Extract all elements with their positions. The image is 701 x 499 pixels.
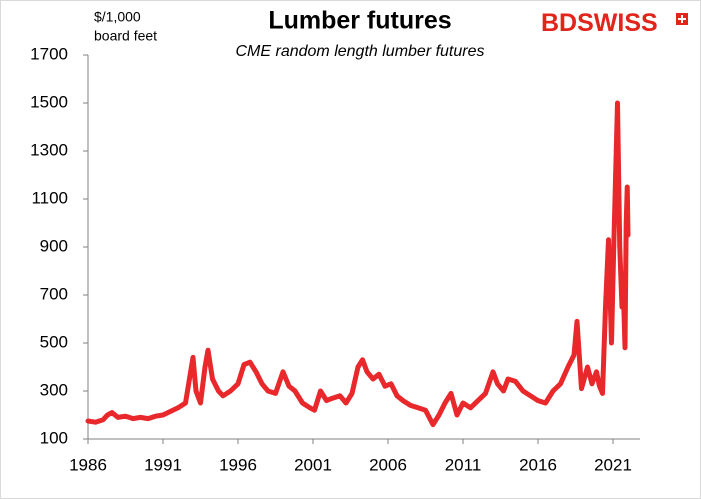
y-tick-label: 1300 [30,140,68,159]
y-tick-label: 300 [40,380,68,399]
y-tick-label: 900 [40,236,68,255]
x-tick-label: 1986 [69,455,107,474]
y-tick-label: 700 [40,284,68,303]
x-tick-label: 2021 [594,455,632,474]
data-line [85,100,631,428]
x-tick-label: 2011 [445,455,482,474]
y-tick-label: 1100 [31,188,68,207]
chart-subtitle: CME random length lumber futures [236,43,485,60]
x-tick-label: 1991 [144,455,182,474]
y-axis-label: board feet [94,28,157,44]
logo-cross-mark [678,15,686,23]
logo: BDSWISS [541,9,658,37]
x-tick-label: 2001 [294,455,332,474]
y-axis-label: $/1,000 [94,9,141,25]
x-tick-label: 2016 [519,455,557,474]
x-tick-label: 2006 [369,455,407,474]
y-tick-label: 1700 [30,44,68,63]
chart-title: Lumber futures [268,7,451,35]
y-tick-label: 100 [40,428,68,447]
logo-bd: BD [541,9,577,37]
logo-swiss: SWISS [577,9,658,37]
y-tick-label: 1500 [30,92,68,111]
x-tick-label: 1996 [219,455,257,474]
y-tick-label: 500 [40,332,68,351]
